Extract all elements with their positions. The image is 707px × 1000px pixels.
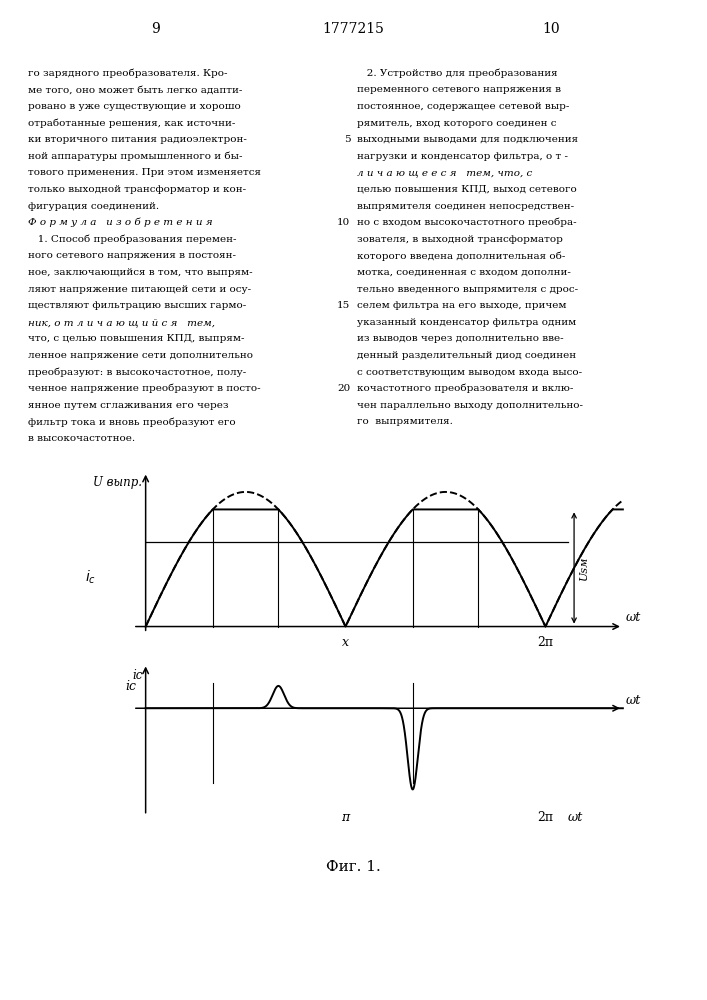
Text: постоянное, содержащее сетевой выp-: постоянное, содержащее сетевой выp-: [357, 102, 569, 111]
Text: 20: 20: [337, 384, 350, 393]
Text: ωt: ωt: [568, 811, 583, 824]
Text: чен параллельно выходу дополнительно-: чен параллельно выходу дополнительно-: [357, 401, 583, 410]
Text: л и ч а ю щ е е с я   тем, что, с: л и ч а ю щ е е с я тем, что, с: [357, 168, 532, 177]
Text: x: x: [342, 636, 349, 649]
Text: Фиг. 1.: Фиг. 1.: [326, 860, 381, 874]
Text: фильтр тока и вновь преобразуют его: фильтр тока и вновь преобразуют его: [28, 417, 236, 427]
Text: из выводов через дополнительно вве-: из выводов через дополнительно вве-: [357, 334, 563, 343]
Text: $i_c$: $i_c$: [85, 568, 95, 586]
Text: нагрузки и конденсатор фильтра, о т -: нагрузки и конденсатор фильтра, о т -: [357, 152, 568, 161]
Text: мотка, соединенная с входом дополни-: мотка, соединенная с входом дополни-: [357, 268, 571, 277]
Text: го зарядного преобразователя. Кро-: го зарядного преобразователя. Кро-: [28, 69, 228, 78]
Text: ровано в уже существующие и хорошо: ровано в уже существующие и хорошо: [28, 102, 241, 111]
Text: зователя, в выходной трансформатор: зователя, в выходной трансформатор: [357, 235, 563, 244]
Text: кочастотного преобразователя и вклю-: кочастотного преобразователя и вклю-: [357, 384, 573, 393]
Text: 1777215: 1777215: [322, 22, 385, 36]
Text: что, с целью повышения КПД, выпрям-: что, с целью повышения КПД, выпрям-: [28, 334, 245, 343]
Text: целью повышения КПД, выход сетевого: целью повышения КПД, выход сетевого: [357, 185, 576, 194]
Text: селем фильтра на его выходе, причем: селем фильтра на его выходе, причем: [357, 301, 566, 310]
Text: тового применения. При этом изменяется: тового применения. При этом изменяется: [28, 168, 262, 177]
Text: рямитель, вход которого соединен с: рямитель, вход которого соединен с: [357, 119, 556, 128]
Text: ме того, оно может быть легко адапти-: ме того, оно может быть легко адапти-: [28, 85, 243, 94]
Text: 15: 15: [337, 301, 350, 310]
Text: отработанные решения, как источни-: отработанные решения, как источни-: [28, 118, 235, 128]
Text: ленное напряжение сети дополнительно: ленное напряжение сети дополнительно: [28, 351, 253, 360]
Text: переменного сетевого напряжения в: переменного сетевого напряжения в: [357, 85, 561, 94]
Text: выходными выводами для подключения: выходными выводами для подключения: [357, 135, 578, 144]
Text: которого введена дополнительная об-: которого введена дополнительная об-: [357, 251, 565, 261]
Text: 1. Способ преобразования перемен-: 1. Способ преобразования перемен-: [28, 235, 237, 244]
Text: Usм: Usм: [579, 556, 589, 580]
Text: с соответствующим выводом входа высо-: с соответствующим выводом входа высо-: [357, 368, 582, 377]
Text: 2π: 2π: [537, 811, 554, 824]
Text: ществляют фильтрацию высших гармо-: ществляют фильтрацию высших гармо-: [28, 301, 247, 310]
Text: Ф о р м у л а   и з о б р е т е н и я: Ф о р м у л а и з о б р е т е н и я: [28, 218, 213, 227]
Text: ωt: ωt: [626, 611, 641, 624]
Text: 2. Устройство для преобразования: 2. Устройство для преобразования: [357, 69, 557, 78]
Text: iс: iс: [132, 669, 143, 682]
Text: ной аппаратуры промышленного и бы-: ной аппаратуры промышленного и бы-: [28, 152, 243, 161]
Text: ки вторичного питания радиоэлектрон-: ки вторичного питания радиоэлектрон-: [28, 135, 247, 144]
Text: ного сетевого напряжения в постоян-: ного сетевого напряжения в постоян-: [28, 251, 236, 260]
Text: но с входом высокочастотного преобра-: но с входом высокочастотного преобра-: [357, 218, 576, 227]
Text: денный разделительный диод соединен: денный разделительный диод соединен: [357, 351, 576, 360]
Text: iс: iс: [125, 680, 136, 693]
Text: 9: 9: [151, 22, 160, 36]
Text: указанный конденсатор фильтра одним: указанный конденсатор фильтра одним: [357, 318, 576, 327]
Text: 10: 10: [543, 22, 560, 36]
Text: только выходной трансформатор и кон-: только выходной трансформатор и кон-: [28, 185, 247, 194]
Text: 2π: 2π: [537, 636, 554, 649]
Text: ляют напряжение питающей сети и осу-: ляют напряжение питающей сети и осу-: [28, 285, 252, 294]
Text: го  выпрямителя.: го выпрямителя.: [357, 417, 452, 426]
Text: выпрямителя соединен непосредствен-: выпрямителя соединен непосредствен-: [357, 202, 574, 211]
Text: ное, заключающийся в том, что выпрям-: ное, заключающийся в том, что выпрям-: [28, 268, 253, 277]
Text: 5: 5: [344, 135, 350, 144]
Text: янное путем сглаживания его через: янное путем сглаживания его через: [28, 401, 229, 410]
Text: ωt: ωt: [626, 694, 641, 707]
Text: ченное напряжение преобразуют в посто-: ченное напряжение преобразуют в посто-: [28, 384, 261, 393]
Text: преобразуют: в высокочастотное, полу-: преобразуют: в высокочастотное, полу-: [28, 367, 247, 377]
Text: π: π: [341, 811, 350, 824]
Text: ник, о т л и ч а ю щ и й с я   тем,: ник, о т л и ч а ю щ и й с я тем,: [28, 318, 215, 327]
Text: в высокочастотное.: в высокочастотное.: [28, 434, 136, 443]
Text: 10: 10: [337, 218, 350, 227]
Text: фигурация соединений.: фигурация соединений.: [28, 202, 159, 211]
Text: U выпр.: U выпр.: [93, 476, 143, 489]
Text: тельно введенного выпрямителя с дрос-: тельно введенного выпрямителя с дрос-: [357, 285, 578, 294]
